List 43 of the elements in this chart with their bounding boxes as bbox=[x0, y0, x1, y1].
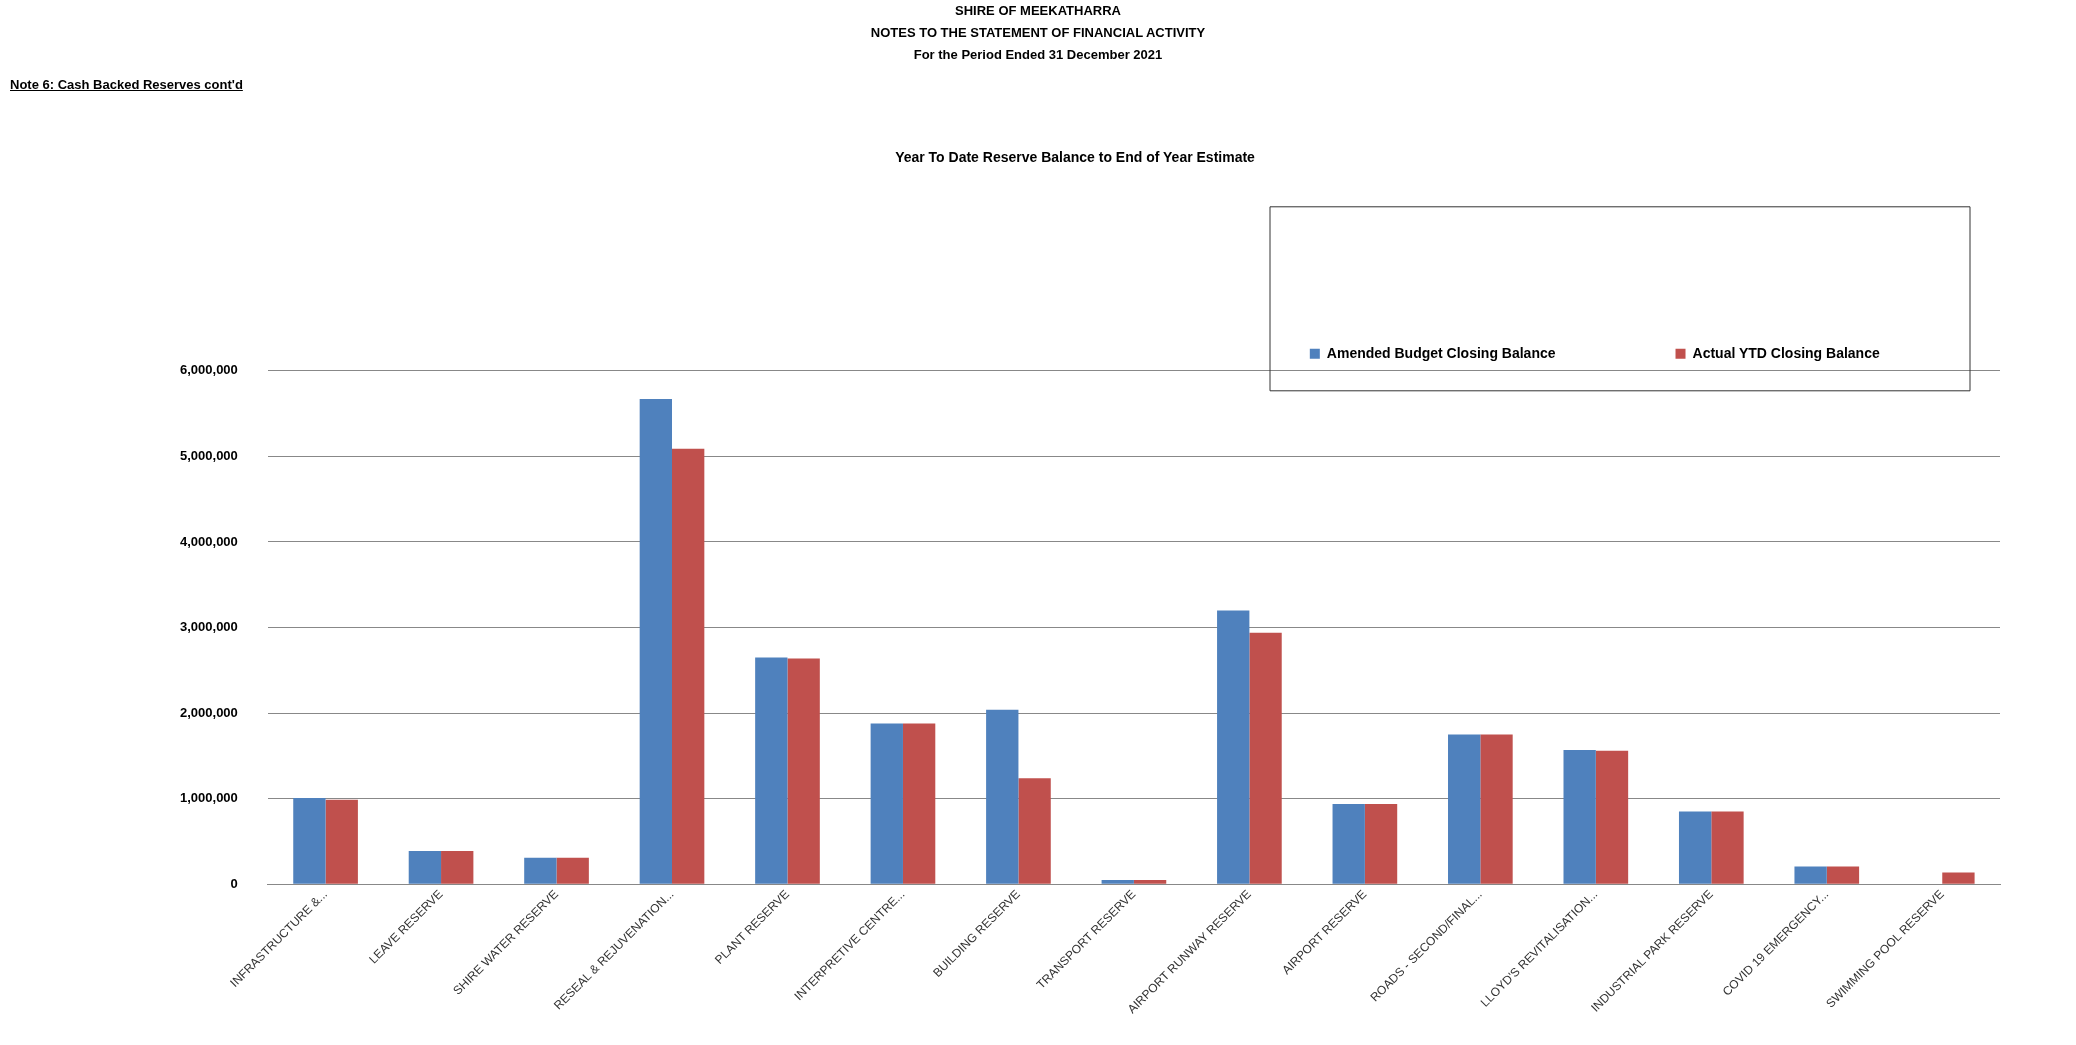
bar bbox=[1826, 866, 1860, 884]
bar bbox=[1794, 866, 1827, 884]
bar bbox=[1942, 872, 1975, 884]
y-tick-label: 4,000,000 bbox=[179, 533, 238, 549]
bar bbox=[787, 658, 820, 884]
bar bbox=[986, 709, 1019, 884]
bar bbox=[672, 448, 705, 884]
bar bbox=[1332, 803, 1365, 884]
bar bbox=[325, 799, 358, 884]
y-tick-label: 2,000,000 bbox=[179, 704, 238, 720]
bar bbox=[639, 399, 673, 884]
bar bbox=[1480, 734, 1513, 884]
y-tick-label: 1,000,000 bbox=[179, 790, 238, 806]
bar bbox=[1217, 610, 1250, 884]
bar bbox=[1678, 811, 1712, 884]
bar bbox=[1364, 803, 1398, 884]
bar bbox=[1018, 778, 1051, 884]
bar bbox=[755, 657, 788, 884]
bar bbox=[408, 850, 442, 884]
bar bbox=[293, 797, 326, 884]
y-tick-label: 6,000,000 bbox=[179, 362, 238, 378]
text: NOTES TO THE STATEMENT OF FINANCIAL ACTIVITY bbox=[869, 24, 1207, 42]
bar bbox=[1249, 632, 1282, 884]
bar bbox=[524, 857, 557, 884]
bar bbox=[1711, 811, 1744, 884]
bar bbox=[902, 723, 936, 884]
y-tick-label: 5,000,000 bbox=[179, 447, 238, 463]
bar bbox=[1595, 750, 1629, 884]
bar bbox=[870, 723, 903, 884]
bar bbox=[441, 850, 474, 884]
text: Note 6: Cash Backed Reserves cont'd bbox=[9, 76, 244, 94]
bar bbox=[1133, 880, 1167, 884]
bar bbox=[556, 857, 589, 884]
y-tick-label: 0 bbox=[230, 875, 238, 891]
text: For the Period Ended 31 December 2021 bbox=[912, 46, 1164, 64]
legend-label: Amended Budget Closing Balance bbox=[1326, 344, 1556, 361]
bar bbox=[1101, 880, 1134, 884]
bar bbox=[1563, 749, 1596, 884]
legend-label: Actual YTD Closing Balance bbox=[1692, 344, 1880, 361]
y-tick-label: 3,000,000 bbox=[179, 619, 238, 635]
bar bbox=[1448, 734, 1481, 884]
chart-title: Year To Date Reserve Balance to End of Year Estimate bbox=[895, 149, 1256, 166]
text: SHIRE OF MEEKATHARRA bbox=[954, 2, 1122, 20]
